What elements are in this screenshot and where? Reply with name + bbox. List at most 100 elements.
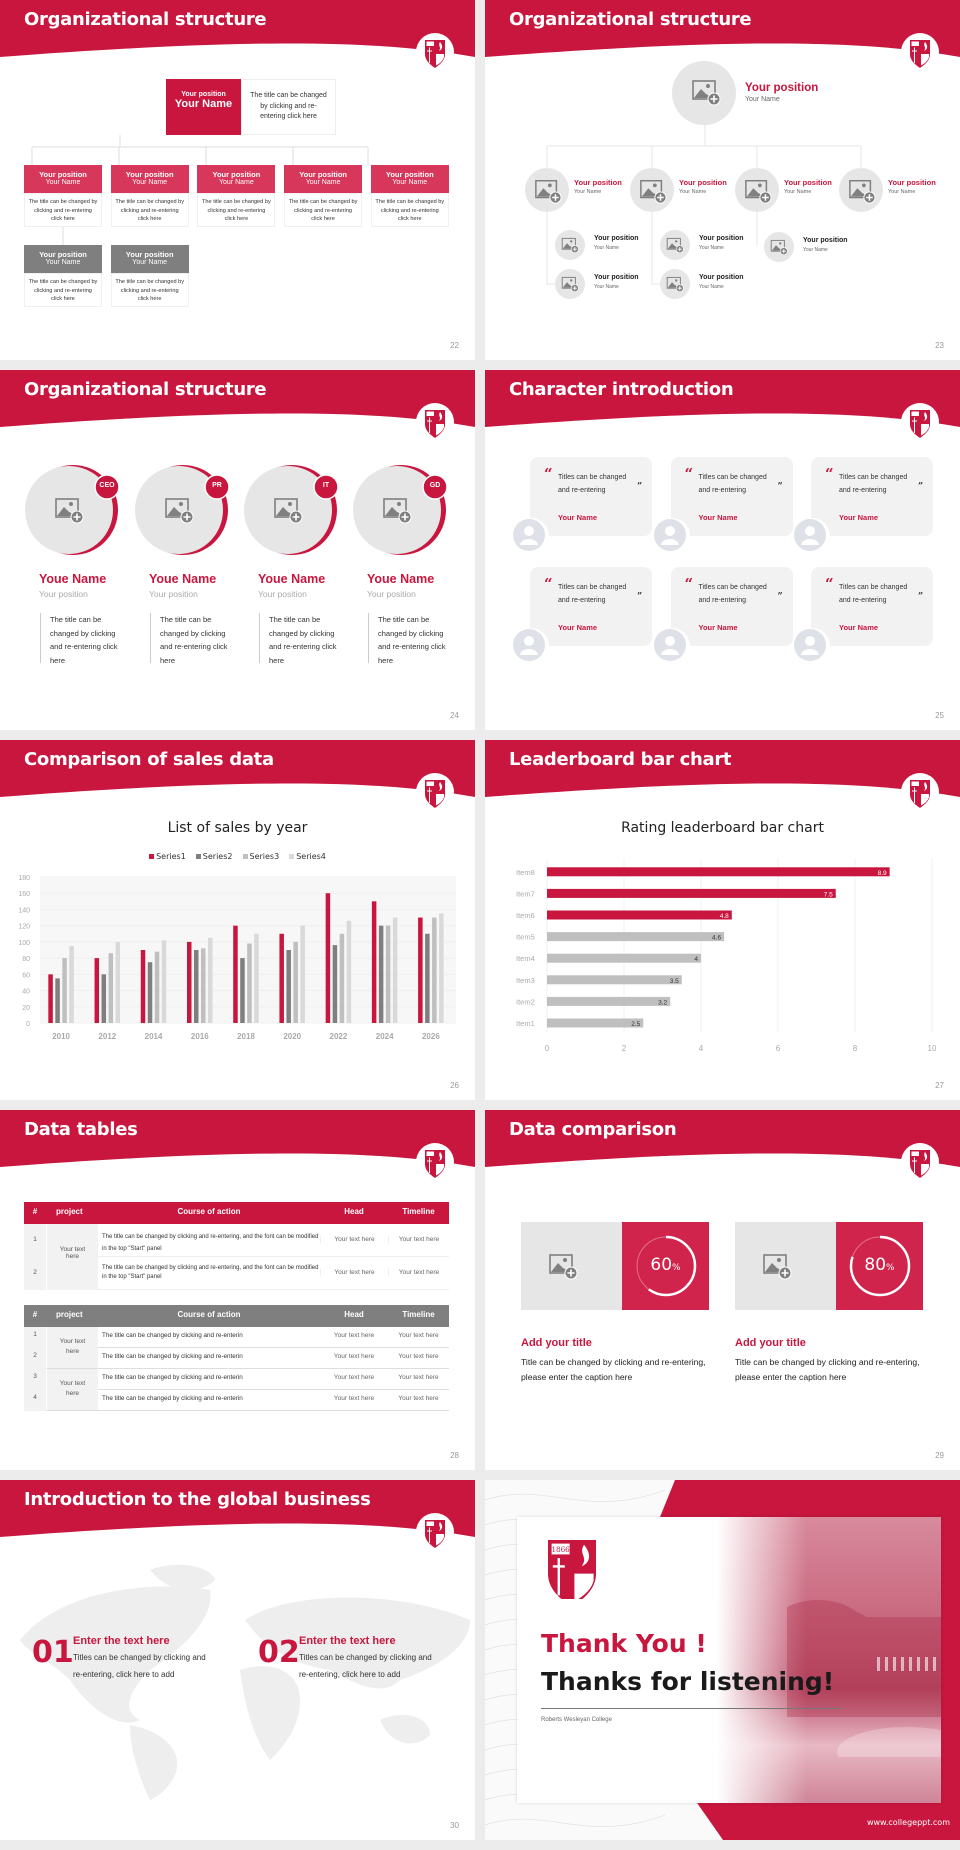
x-tick-label: 2018 — [237, 1032, 255, 1041]
bar-Series4-2010 — [69, 945, 74, 1023]
flame-icon — [924, 782, 928, 791]
name-label: Your Name — [594, 245, 619, 251]
timeline-cell: Your text here — [398, 1395, 439, 1402]
column-header: Timeline — [402, 1310, 435, 1319]
continent-shape — [245, 1597, 470, 1689]
action-cell: The title can be changed by clicking and… — [102, 1374, 243, 1381]
action-cell: The title can be changed by clicking and… — [102, 1353, 243, 1360]
x-tick-label: 2022 — [330, 1032, 348, 1041]
y-tick-label: Item7 — [516, 889, 535, 898]
legend-swatch — [289, 854, 295, 859]
slide-8: Data comparison 29 60% Add your title Title … — [485, 1110, 960, 1470]
flame-icon — [924, 1152, 928, 1161]
window — [885, 1657, 888, 1671]
page-number: 27 — [935, 1081, 944, 1090]
value-label: 2.5 — [631, 1021, 640, 1028]
shield-logo — [425, 1520, 445, 1548]
y-tick-label: Item5 — [516, 933, 535, 942]
name-label: Your Name — [305, 179, 341, 186]
x-tick-label: 2024 — [376, 1032, 394, 1041]
open-quote-icon: “ — [544, 465, 553, 483]
action-cell: The title can be changed by clicking and… — [102, 1395, 243, 1402]
card-name: Your Name — [698, 513, 738, 522]
name-label: Your Name — [699, 284, 724, 290]
y-tick-label: 140 — [18, 907, 30, 914]
card-description: The title can be changed by clicking and… — [110, 193, 189, 227]
shield-band — [426, 1151, 434, 1156]
bar-Series4-2014 — [161, 940, 167, 1023]
sun — [779, 242, 782, 245]
quote-text: Titles can be changed and re-entering — [698, 474, 767, 494]
bar-Series4-2020 — [300, 925, 305, 1023]
head-cell: Your text here — [320, 1269, 388, 1276]
person-position: Your position — [258, 589, 307, 599]
sun — [862, 183, 866, 188]
row-number: 1 — [24, 1224, 46, 1257]
slide-title: Organizational structure — [24, 379, 267, 400]
value-label: 4.6 — [712, 935, 721, 942]
user-avatar-icon — [794, 628, 830, 664]
bar-Series1-2014 — [140, 950, 146, 1023]
timeline-cell: Your text here — [398, 1374, 439, 1381]
position-card: Your position Your Name The title can be c… — [24, 245, 102, 307]
image-placeholder-icon — [692, 80, 721, 106]
bar-Series2-2022 — [332, 945, 338, 1023]
plus-icon — [866, 194, 873, 201]
bar-Item1 — [547, 1018, 644, 1028]
continent-shape — [240, 1666, 300, 1760]
position-label: Your position — [181, 91, 226, 98]
plus-icon — [292, 513, 300, 521]
bar-Item7 — [547, 888, 836, 898]
item-title: Add your title — [735, 1337, 806, 1349]
name-label: Your Name — [784, 189, 812, 195]
close-quote-icon: ” — [637, 482, 643, 492]
page-number: 29 — [935, 1451, 944, 1460]
world-map — [20, 1564, 470, 1800]
slide-6: Leaderboard bar chart 27 Rating leaderboar… — [485, 740, 960, 1100]
slide-2: Organizational structure 23 Your position Y… — [485, 0, 960, 360]
header-band — [485, 740, 960, 811]
slide-7: Data tables 28 # project Course of action Hea… — [0, 1110, 475, 1470]
frame — [535, 179, 558, 199]
shield-logo — [425, 1150, 445, 1178]
progress-ring — [849, 1235, 911, 1297]
page-number: 22 — [450, 341, 459, 350]
timeline-cell: Your text here — [388, 1269, 449, 1276]
plus-icon — [572, 286, 577, 291]
bar-Series1-2016 — [186, 941, 192, 1023]
item-text: Titles can be changed by clicking and re… — [299, 1653, 432, 1679]
position-label: Your position — [699, 274, 744, 281]
slide-title: Introduction to the global business — [24, 1489, 371, 1510]
quote-text: Titles can be changed and re-entering — [839, 584, 908, 604]
card-header: Your position Your Name — [284, 165, 363, 193]
percent-value: 80% — [836, 1255, 923, 1275]
person-description: The title can be changed by clicking and… — [40, 613, 120, 665]
item-title: Enter the text here — [299, 1635, 396, 1647]
cross-icon — [912, 47, 917, 63]
card-header: Your position Your Name — [110, 165, 189, 193]
sun — [563, 1258, 567, 1262]
y-tick-label: 120 — [18, 924, 30, 931]
bar-Series4-2016 — [207, 937, 213, 1023]
divider — [541, 1708, 843, 1709]
header-wave — [485, 0, 960, 57]
window — [893, 1657, 896, 1671]
contour-line — [485, 1814, 666, 1827]
slide-title: Comparison of sales data — [24, 749, 274, 770]
position-label: Your position — [299, 170, 347, 179]
position-card: Your position Your Name The title can be c… — [24, 165, 102, 227]
legend-item: Series1 — [149, 852, 186, 861]
sun — [570, 240, 573, 243]
bar-Series3-2024 — [385, 925, 391, 1023]
quote-card — [670, 567, 793, 646]
top-description: The title can be changed by clicking and… — [241, 79, 336, 135]
bar-Series3-2014 — [154, 951, 160, 1023]
person-name: Youe Name — [367, 572, 435, 586]
flame-icon — [439, 412, 443, 421]
window — [917, 1657, 920, 1671]
column-header: Head — [344, 1310, 364, 1319]
card-name: Your Name — [698, 623, 738, 632]
name-label: Your Name — [45, 259, 81, 266]
header-wave — [0, 740, 475, 797]
frame — [770, 239, 785, 252]
